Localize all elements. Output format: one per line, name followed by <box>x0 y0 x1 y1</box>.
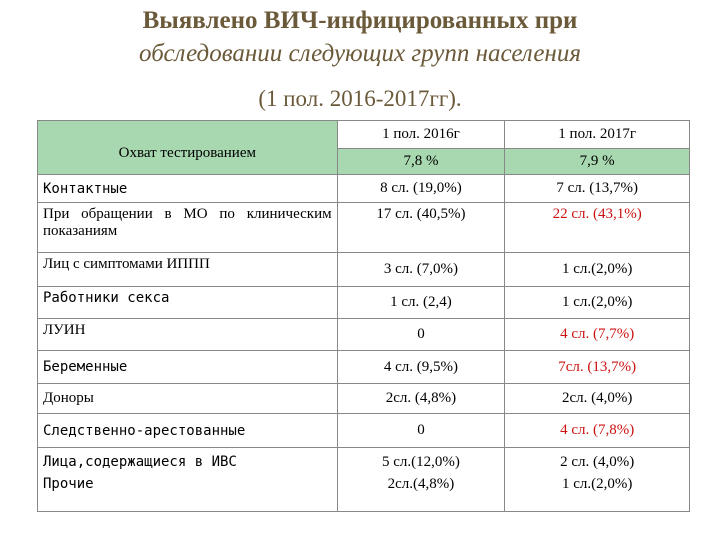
row-value-2016: 1 сл. (2,4) <box>336 286 506 319</box>
row-label-ivs: Лица,содержащиеся в ИВС <box>43 454 237 470</box>
row-value-2017: 4 сл. (7,7%) <box>504 318 690 351</box>
row-value-2016: 2сл. (4,8%) <box>336 383 506 414</box>
row-value-2017: 7сл. (13,7%) <box>504 350 690 384</box>
row-label: При обращении в МО по клиническим показа… <box>37 202 338 253</box>
coverage-2017: 7,9 % <box>504 148 690 175</box>
row-label: Контактные <box>37 174 338 203</box>
table-row: Лиц с симптомами ИППП 3 сл. (7,0%) 1 сл.… <box>37 252 690 287</box>
row-value-2017: 22 сл. (43,1%) <box>504 202 690 253</box>
table-row: ЛУИН 0 4 сл. (7,7%) <box>37 318 690 351</box>
row-value-2017: 2 сл. (4,0%) 1 сл.(2,0%) <box>504 447 690 512</box>
table-row: Беременные 4 сл. (9,5%) 7сл. (13,7%) <box>37 350 690 384</box>
value-2016-ivs: 5 сл.(12,0%) <box>382 454 460 470</box>
hiv-detection-table: Охват тестированием 1 пол. 2016г 1 пол. … <box>37 120 690 512</box>
table-row: Работники секса 1 сл. (2,4) 1 сл.(2,0%) <box>37 286 690 319</box>
row-label: Беременные <box>37 350 338 384</box>
value-2017-ivs: 2 сл. (4,0%) <box>560 454 635 470</box>
row-label: Работники секса <box>37 286 338 319</box>
header-2017: 1 пол. 2017г <box>504 120 690 149</box>
value-2016-other: 2сл.(4,8%) <box>387 476 455 492</box>
row-value-2017: 1 сл.(2,0%) <box>504 286 690 319</box>
title-line-1: Выявлено ВИЧ-инфицированных при <box>142 7 578 34</box>
row-label: Лиц с симптомами ИППП <box>37 252 338 287</box>
row-label: Доноры <box>37 383 338 414</box>
row-value-2017: 4 сл. (7,8%) <box>504 413 690 448</box>
row-label: Следственно-арестованные <box>37 413 338 448</box>
row-value-2016: 17 сл. (40,5%) <box>336 202 506 253</box>
row-value-2016: 5 сл.(12,0%) 2сл.(4,8%) <box>336 447 506 512</box>
header-coverage-label: Охват тестированием <box>37 120 338 175</box>
row-label-other: Прочие <box>43 476 94 492</box>
table-row: Контактные 8 сл. (19,0%) 7 сл. (13,7%) <box>37 174 690 203</box>
row-value-2017: 7 сл. (13,7%) <box>504 174 690 203</box>
slide-title: Выявлено ВИЧ-инфицированных при обследов… <box>0 4 720 114</box>
row-value-2016: 0 <box>336 413 506 448</box>
row-value-2017: 2сл. (4,0%) <box>504 383 690 414</box>
row-label: Лица,содержащиеся в ИВС Прочие <box>37 447 338 512</box>
row-value-2017: 1 сл.(2,0%) <box>504 252 690 287</box>
table-row: Лица,содержащиеся в ИВС Прочие 5 сл.(12,… <box>37 447 690 512</box>
table-row: При обращении в МО по клиническим показа… <box>37 202 690 253</box>
title-line-2: обследовании следующих групп населения <box>139 40 581 67</box>
row-value-2016: 0 <box>336 318 506 351</box>
title-line-3: (1 пол. 2016-2017гг). <box>258 86 462 111</box>
row-value-2016: 3 сл. (7,0%) <box>336 252 506 287</box>
row-value-2016: 8 сл. (19,0%) <box>336 174 506 203</box>
table-row: Доноры 2сл. (4,8%) 2сл. (4,0%) <box>37 383 690 414</box>
header-2016: 1 пол. 2016г <box>336 120 506 149</box>
row-value-2016: 4 сл. (9,5%) <box>336 350 506 384</box>
coverage-2016: 7,8 % <box>336 148 506 175</box>
value-2017-other: 1 сл.(2,0%) <box>561 476 633 492</box>
table-row: Следственно-арестованные 0 4 сл. (7,8%) <box>37 413 690 448</box>
row-label: ЛУИН <box>37 318 338 351</box>
